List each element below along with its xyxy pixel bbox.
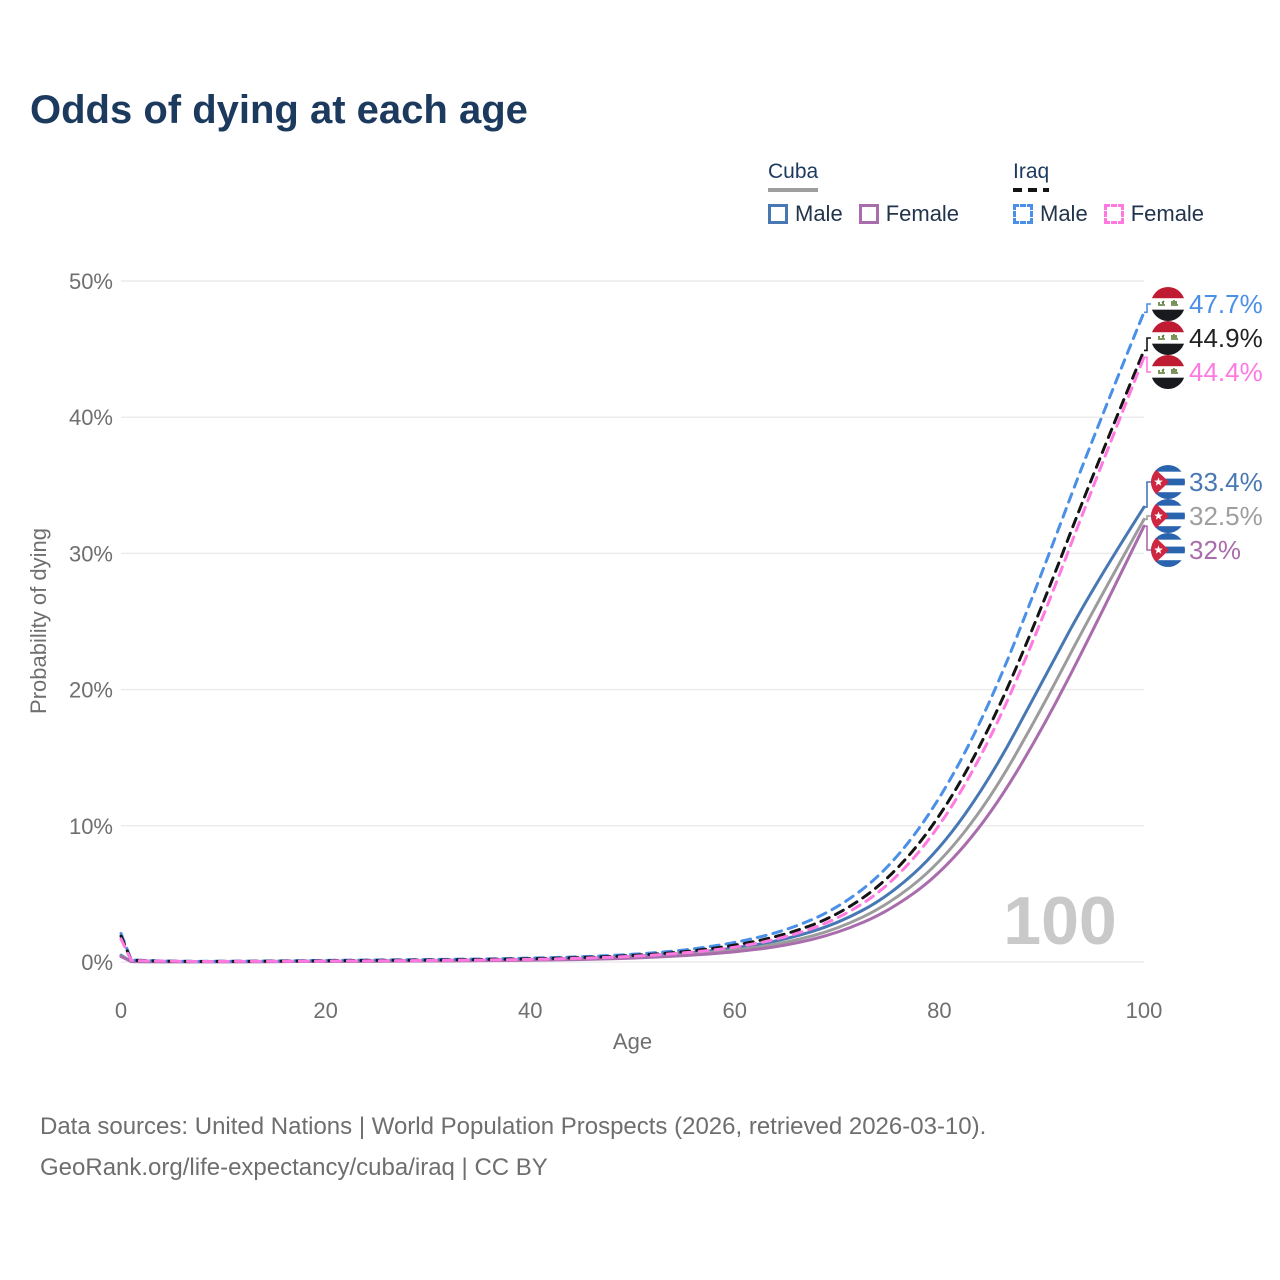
iraq-flag-icon xyxy=(1151,287,1185,321)
iraq-female-swatch-icon xyxy=(1103,204,1124,224)
iraq-flag-icon xyxy=(1151,355,1185,389)
y-tick-label: 30% xyxy=(69,541,113,566)
legend-items-iraq: Male Female xyxy=(1013,201,1204,227)
end-value-label-cuba-both-sexes: 32.5% xyxy=(1189,501,1263,531)
cuba-flag-icon xyxy=(1151,499,1185,533)
legend-item-iraq-male[interactable]: Male xyxy=(1013,201,1088,227)
footer-sources: Data sources: United Nations | World Pop… xyxy=(40,1113,987,1140)
series-line-cuba-both-sexes[interactable] xyxy=(119,517,1146,964)
footer-attribution: GeoRank.org/life-expectancy/cuba/iraq | … xyxy=(40,1154,548,1181)
legend-group-cuba: Cuba Male Female xyxy=(768,160,959,227)
y-tick-label: 40% xyxy=(69,405,113,430)
callout-connector xyxy=(1144,356,1151,373)
callout-connector xyxy=(1144,515,1151,521)
callout-connector xyxy=(1144,303,1151,314)
hover-age-watermark: 100 xyxy=(1003,883,1116,959)
cuba-flag-icon xyxy=(1151,465,1185,499)
legend-item-cuba-female[interactable]: Female xyxy=(858,201,960,227)
legend-label-iraq-female: Female xyxy=(1130,201,1205,226)
footer: Data sources: United Nations | World Pop… xyxy=(40,1106,986,1188)
callout-connector xyxy=(1144,525,1151,551)
page-title: Odds of dying at each age xyxy=(30,88,528,132)
series-line-iraq-both-sexes[interactable] xyxy=(119,348,1146,963)
cuba-flag-icon xyxy=(1151,533,1185,567)
end-value-label-iraq-female: 44.4% xyxy=(1189,357,1263,387)
end-value-label-cuba-female: 32% xyxy=(1189,535,1241,565)
legend-item-iraq-female[interactable]: Female xyxy=(1103,201,1205,227)
callout-connector xyxy=(1144,481,1151,508)
legend-label-cuba-male: Male xyxy=(795,201,843,226)
x-tick-label: 20 xyxy=(313,998,337,1023)
end-value-label-cuba-male: 33.4% xyxy=(1189,467,1263,497)
x-tick-label: 60 xyxy=(723,998,747,1023)
x-tick-label: 80 xyxy=(927,998,951,1023)
legend-label-iraq-male: Male xyxy=(1040,201,1088,226)
legend: Cuba Male Female Iraq Male xyxy=(0,160,1280,240)
y-axis-title: Probability of dying xyxy=(26,528,51,714)
legend-country-cuba[interactable]: Cuba xyxy=(768,160,818,192)
y-tick-label: 0% xyxy=(81,950,113,975)
x-tick-label: 40 xyxy=(518,998,542,1023)
legend-group-iraq: Iraq Male Female xyxy=(1013,160,1204,227)
series-line-iraq-male[interactable] xyxy=(119,310,1146,963)
legend-country-iraq[interactable]: Iraq xyxy=(1013,160,1049,192)
cuba-male-swatch-icon xyxy=(768,204,788,224)
cuba-female-swatch-icon xyxy=(858,204,879,224)
y-tick-label: 10% xyxy=(69,814,113,839)
y-tick-label: 20% xyxy=(69,678,113,703)
iraq-male-swatch-icon xyxy=(1013,204,1033,224)
series-line-cuba-female[interactable] xyxy=(119,524,1146,964)
x-tick-label: 0 xyxy=(115,998,127,1023)
iraq-flag-icon xyxy=(1151,321,1185,355)
y-tick-label: 50% xyxy=(69,269,113,294)
end-value-label-iraq-both-sexes: 44.9% xyxy=(1189,323,1263,353)
legend-label-cuba-female: Female xyxy=(885,201,960,226)
callout-connector xyxy=(1144,337,1151,352)
series-line-iraq-female[interactable] xyxy=(119,355,1146,963)
end-value-label-iraq-male: 47.7% xyxy=(1189,289,1263,319)
x-axis-title: Age xyxy=(613,1029,652,1054)
legend-item-cuba-male[interactable]: Male xyxy=(768,201,843,227)
x-tick-label: 100 xyxy=(1126,998,1163,1023)
legend-items-cuba: Male Female xyxy=(768,201,959,227)
